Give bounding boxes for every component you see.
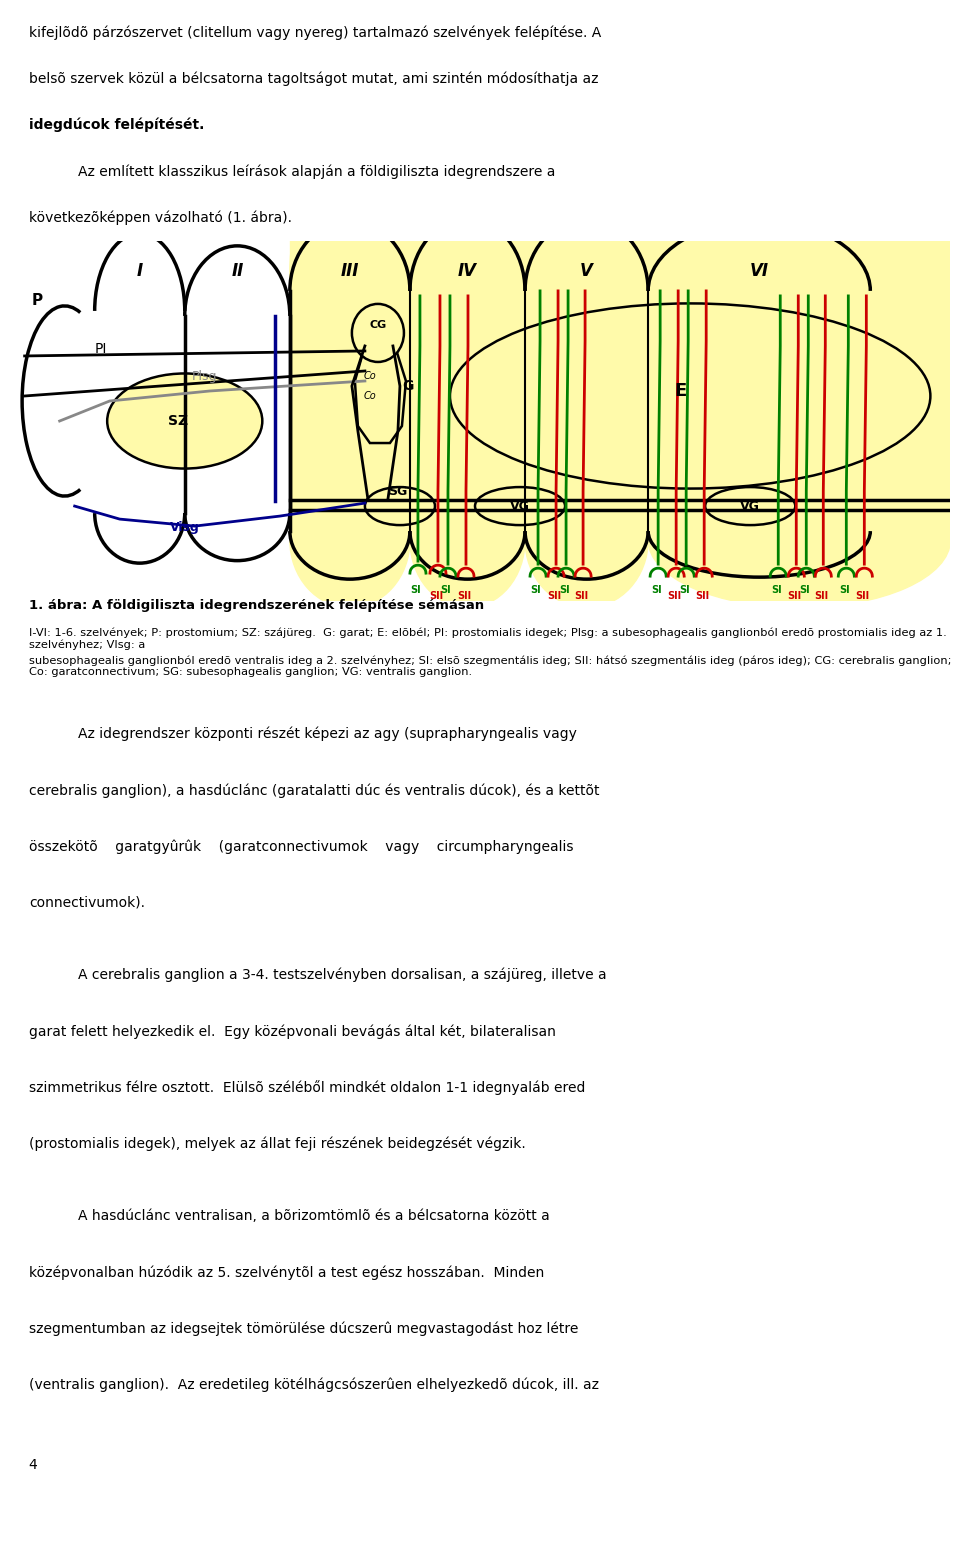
Text: SII: SII xyxy=(787,592,802,601)
Polygon shape xyxy=(355,346,406,443)
Text: A cerebralis ganglion a 3-4. testszelvényben dorsalisan, a szájüreg, illetve a: A cerebralis ganglion a 3-4. testszelvén… xyxy=(79,967,607,983)
Text: Az idegrendszer központi részét képezi az agy (suprapharyngealis vagy: Az idegrendszer központi részét képezi a… xyxy=(79,726,577,742)
Text: SII: SII xyxy=(855,592,870,601)
Text: (ventralis ganglion).  Az eredetileg kötélhágcsószerûen elhelyezkedõ dúcok, ill.: (ventralis ganglion). Az eredetileg köté… xyxy=(29,1378,599,1392)
Text: SI: SI xyxy=(559,586,569,595)
Text: SII: SII xyxy=(667,592,682,601)
Text: VG: VG xyxy=(740,499,760,513)
Text: I: I xyxy=(136,263,143,280)
Text: garat felett helyezkedik el.  Egy középvonali bevágás által két, bilateralisan: garat felett helyezkedik el. Egy középvo… xyxy=(29,1024,556,1038)
Text: SII: SII xyxy=(574,592,588,601)
Text: 1. ábra: A földigiliszta idegrendszerének felépítése sémásan: 1. ábra: A földigiliszta idegrendszeréne… xyxy=(29,599,484,612)
Text: connectivumok).: connectivumok). xyxy=(29,896,145,910)
Text: A hasdúclánc ventralisan, a bõrizomtömlõ és a bélcsatorna között a: A hasdúclánc ventralisan, a bõrizomtömlõ… xyxy=(79,1208,550,1222)
Text: SII: SII xyxy=(429,592,443,601)
Text: SI: SI xyxy=(531,586,541,595)
Text: subesophagealis ganglionból eredõ ventralis ideg a 2. szelvényhez; SI: elsõ szeg: subesophagealis ganglionból eredõ ventra… xyxy=(29,655,951,677)
Text: következõképpen vázolható (1. ábra).: következõképpen vázolható (1. ábra). xyxy=(29,210,292,224)
Text: középvonalban húzódik az 5. szelvénytõl a test egész hosszában.  Minden: középvonalban húzódik az 5. szelvénytõl … xyxy=(29,1265,544,1279)
Text: SI: SI xyxy=(441,586,451,595)
Text: kifejlõdõ párzószervet (clitellum vagy nyereg) tartalmazó szelvények felépítése.: kifejlõdõ párzószervet (clitellum vagy n… xyxy=(29,26,601,40)
Text: SG: SG xyxy=(388,485,408,497)
Bar xyxy=(290,216,950,536)
Ellipse shape xyxy=(525,473,648,607)
Text: összekötõ    garatgyûrûk    (garatconnectivumok    vagy    circumpharyngealis: összekötõ garatgyûrûk (garatconnectivumo… xyxy=(29,839,573,854)
Text: SI: SI xyxy=(651,586,661,595)
Text: SI: SI xyxy=(411,586,421,595)
Text: SI: SI xyxy=(839,586,850,595)
Ellipse shape xyxy=(648,167,950,375)
Text: (prostomialis idegek), melyek az állat feji részének beidegzését végzik.: (prostomialis idegek), melyek az állat f… xyxy=(29,1137,525,1151)
Ellipse shape xyxy=(410,167,525,375)
Ellipse shape xyxy=(706,487,795,525)
Text: 4: 4 xyxy=(29,1458,37,1472)
Text: Az említett klasszikus leírások alapján a földigiliszta idegrendszere a: Az említett klasszikus leírások alapján … xyxy=(79,164,556,179)
Ellipse shape xyxy=(365,487,435,525)
Text: II: II xyxy=(231,263,244,280)
Text: SZ: SZ xyxy=(168,414,188,428)
Text: SI: SI xyxy=(679,586,689,595)
Ellipse shape xyxy=(352,304,404,362)
Text: CG: CG xyxy=(370,320,387,331)
Text: idegdúcok felépítését.: idegdúcok felépítését. xyxy=(29,117,204,133)
Ellipse shape xyxy=(89,290,190,521)
Ellipse shape xyxy=(450,303,930,488)
Text: P: P xyxy=(32,294,43,309)
Text: SII: SII xyxy=(695,592,709,601)
Text: VG: VG xyxy=(510,499,530,513)
Text: SI: SI xyxy=(799,586,809,595)
Ellipse shape xyxy=(19,306,100,496)
Text: VI: VI xyxy=(750,263,769,280)
Text: PI: PI xyxy=(95,341,108,355)
Text: Visg: Visg xyxy=(170,521,200,535)
Ellipse shape xyxy=(525,167,648,375)
Ellipse shape xyxy=(648,473,950,607)
Text: Plsg: Plsg xyxy=(192,369,218,383)
Text: Co: Co xyxy=(364,371,376,382)
Ellipse shape xyxy=(290,167,410,375)
Text: SI: SI xyxy=(771,586,781,595)
Text: G: G xyxy=(402,379,414,392)
Text: V: V xyxy=(580,263,593,280)
Text: szegmentumban az idegsejtek tömörülése dúcszerû megvastagodást hoz létre: szegmentumban az idegsejtek tömörülése d… xyxy=(29,1321,578,1336)
Text: E: E xyxy=(674,382,686,400)
Text: belsõ szervek közül a bélcsatorna tagoltságot mutat, ami szintén módosíthatja az: belsõ szervek közül a bélcsatorna tagolt… xyxy=(29,71,598,87)
Ellipse shape xyxy=(410,473,525,607)
Text: I-VI: 1-6. szelvények; P: prostomium; SZ: szájüreg.  G: garat; E: elõbél; PI: pr: I-VI: 1-6. szelvények; P: prostomium; SZ… xyxy=(29,627,947,650)
Ellipse shape xyxy=(290,473,410,607)
Ellipse shape xyxy=(475,487,565,525)
Text: cerebralis ganglion), a hasdúclánc (garatalatti dúc és ventralis dúcok), és a ke: cerebralis ganglion), a hasdúclánc (gara… xyxy=(29,783,599,797)
Text: Co: Co xyxy=(364,391,376,402)
Ellipse shape xyxy=(108,374,262,468)
Text: szimmetrikus félre osztott.  Elülsõ széléből mindkét oldalon 1-1 idegnyaláb ered: szimmetrikus félre osztott. Elülsõ szélé… xyxy=(29,1080,586,1095)
Text: SII: SII xyxy=(547,592,562,601)
Text: IV: IV xyxy=(458,263,477,280)
Text: SII: SII xyxy=(457,592,471,601)
Ellipse shape xyxy=(180,297,295,516)
Text: III: III xyxy=(341,263,359,280)
Text: SII: SII xyxy=(814,592,828,601)
